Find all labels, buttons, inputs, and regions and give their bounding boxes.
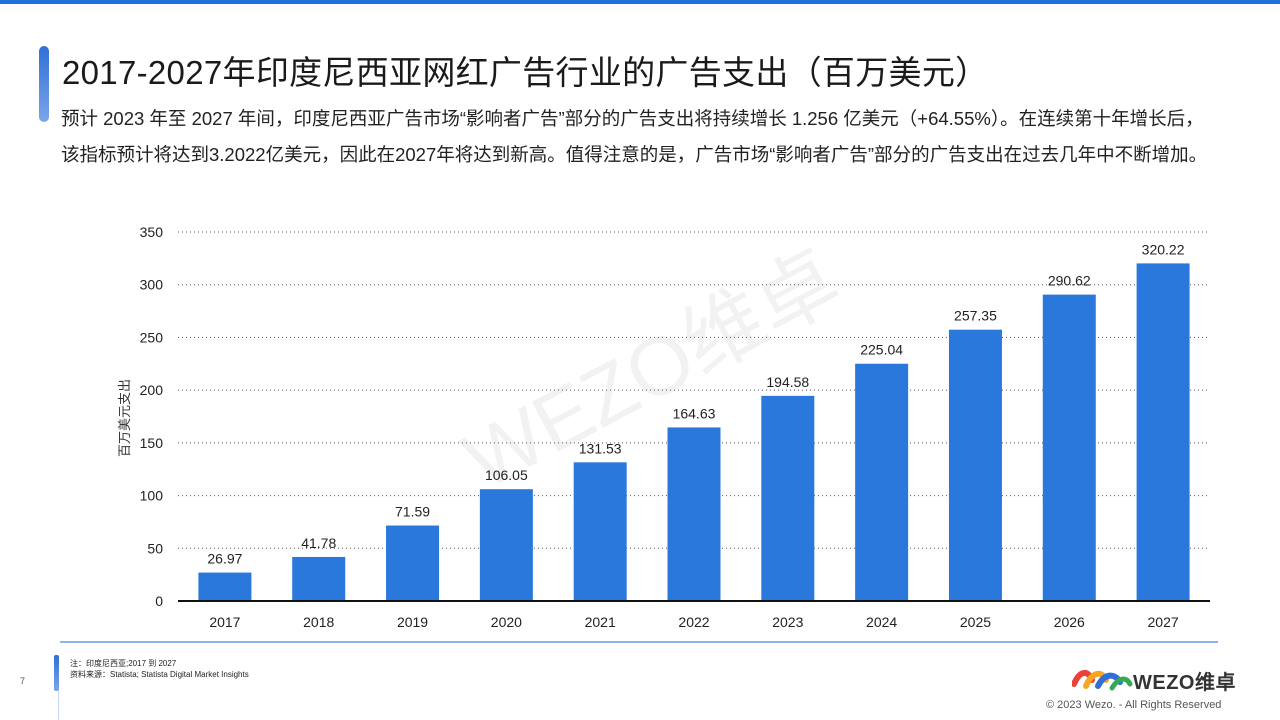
y-tick-label: 50	[147, 540, 163, 556]
y-tick-label: 100	[140, 488, 164, 504]
page-title: 2017-2027年印度尼西亚网红广告行业的广告支出（百万美元）	[62, 54, 989, 91]
x-tick-label: 2025	[960, 614, 991, 630]
data-label: 164.63	[673, 405, 716, 421]
y-tick-label: 250	[140, 329, 164, 345]
data-label: 194.58	[766, 374, 809, 390]
bar	[386, 525, 440, 601]
bar	[1136, 263, 1190, 601]
y-tick-label: 200	[140, 382, 164, 398]
y-tick-label: 300	[140, 277, 164, 293]
y-tick-label: 0	[155, 593, 163, 609]
bar	[479, 489, 533, 601]
bar	[198, 572, 252, 601]
data-label: 131.53	[579, 440, 622, 456]
title-accent-bar	[39, 46, 49, 122]
bar	[573, 462, 627, 601]
x-tick-label: 2020	[491, 614, 522, 630]
bar	[1042, 294, 1096, 601]
footer-divider	[60, 641, 1218, 643]
x-tick-label: 2018	[303, 614, 334, 630]
y-tick-label: 350	[140, 224, 164, 240]
footer-source: 资料来源：Statista; Statista Digital Market I…	[70, 670, 249, 679]
data-label: 41.78	[301, 535, 336, 551]
data-label: 26.97	[207, 551, 242, 567]
top-accent-bar	[0, 0, 1280, 4]
y-tick-label: 150	[140, 435, 164, 451]
data-label: 71.59	[395, 504, 430, 520]
note-accent-bar	[54, 655, 59, 691]
footer-notes: 注：印度尼西亚;2017 到 2027 资料来源：Statista; Stati…	[70, 658, 249, 680]
data-label: 320.22	[1142, 241, 1185, 257]
x-tick-label: 2019	[397, 614, 428, 630]
x-tick-label: 2022	[678, 614, 709, 630]
x-tick-label: 2017	[209, 614, 240, 630]
bar	[855, 363, 909, 601]
bar	[948, 329, 1002, 601]
x-tick-label: 2024	[866, 614, 897, 630]
bar	[761, 395, 815, 601]
y-axis-label: 百万美元支出	[117, 379, 132, 457]
x-tick-label: 2023	[772, 614, 803, 630]
footer-note: 注：印度尼西亚;2017 到 2027	[70, 659, 177, 668]
bar	[667, 427, 721, 601]
wezo-logo-icon	[1072, 670, 1133, 691]
data-label: 225.04	[860, 342, 903, 358]
note-vertical-line	[58, 690, 59, 720]
chart-labels: 0 50 100 150 200 250 300 350 26.97 2017 41.78 2018 7…	[140, 224, 1185, 630]
data-label: 290.62	[1048, 273, 1091, 289]
chart-bars	[198, 263, 1190, 601]
x-tick-label: 2021	[585, 614, 616, 630]
page-number: 7	[20, 676, 26, 686]
copyright-text: © 2023 Wezo. - All Rights Reserved	[1046, 699, 1222, 711]
bar	[292, 556, 346, 601]
x-tick-label: 2026	[1054, 614, 1085, 630]
data-label: 106.05	[485, 467, 528, 483]
logo-text: WEZO维卓	[1133, 672, 1236, 694]
data-label: 257.35	[954, 308, 997, 324]
page-description: 预计 2023 年至 2027 年间，印度尼西亚广告市场“影响者广告”部分的广告…	[61, 108, 1208, 165]
x-tick-label: 2027	[1148, 614, 1179, 630]
